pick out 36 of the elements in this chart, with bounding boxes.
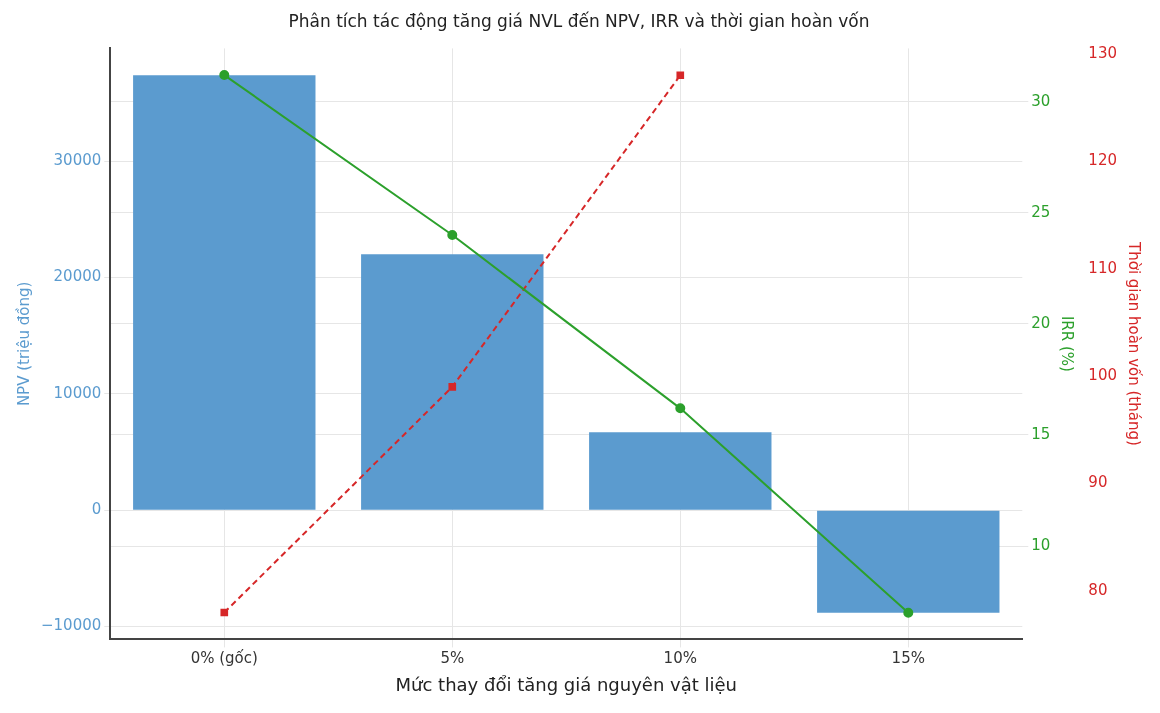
x-tick-label: 5% (440, 649, 465, 668)
point (220, 608, 229, 617)
y-tick-label: −10000 (40, 616, 102, 635)
y3-tick-label: 130 (1088, 43, 1118, 62)
y2-tick-label: 25 (1031, 202, 1051, 221)
y3-tick-label: 110 (1088, 258, 1118, 277)
bar (589, 432, 772, 510)
bar (817, 510, 1000, 613)
point (903, 607, 914, 618)
y2-axis-title: IRR (%) (1058, 315, 1077, 372)
point (219, 70, 230, 81)
y2-tick-label: 15 (1031, 424, 1051, 443)
y3-tick-label: 80 (1088, 580, 1108, 599)
point (447, 230, 458, 241)
chart-title: Phân tích tác động tăng giá NVL đến NPV, IRR và thời gian hoàn vốn (288, 10, 870, 31)
point (675, 403, 686, 414)
x-tick-label: 0% (gốc) (190, 649, 258, 668)
y2-tick-label: 20 (1031, 313, 1051, 332)
y-axis-title: NPV (triệu đồng) (14, 281, 33, 407)
x-axis-title: Mức thay đổi tăng giá nguyên vật liệu (395, 673, 738, 695)
x-tick-label: 15% (891, 649, 925, 668)
y3-tick-label: 120 (1088, 151, 1118, 170)
y-tick-label: 30000 (53, 151, 102, 170)
point (676, 71, 685, 80)
y3-tick-label: 100 (1088, 366, 1118, 385)
bar (361, 254, 544, 510)
y-tick-label: 0 (91, 500, 102, 519)
bar (133, 75, 316, 510)
y-tick-label: 10000 (53, 383, 102, 402)
y2-tick-label: 10 (1031, 535, 1051, 554)
y2-tick-label: 30 (1031, 91, 1051, 110)
point (448, 383, 457, 391)
x-tick-label: 10% (663, 649, 697, 668)
y-tick-label: 20000 (53, 267, 102, 286)
y3-axis-title: Thời gian hoàn vốn (tháng) (1125, 241, 1144, 446)
y3-tick-label: 90 (1088, 473, 1108, 492)
